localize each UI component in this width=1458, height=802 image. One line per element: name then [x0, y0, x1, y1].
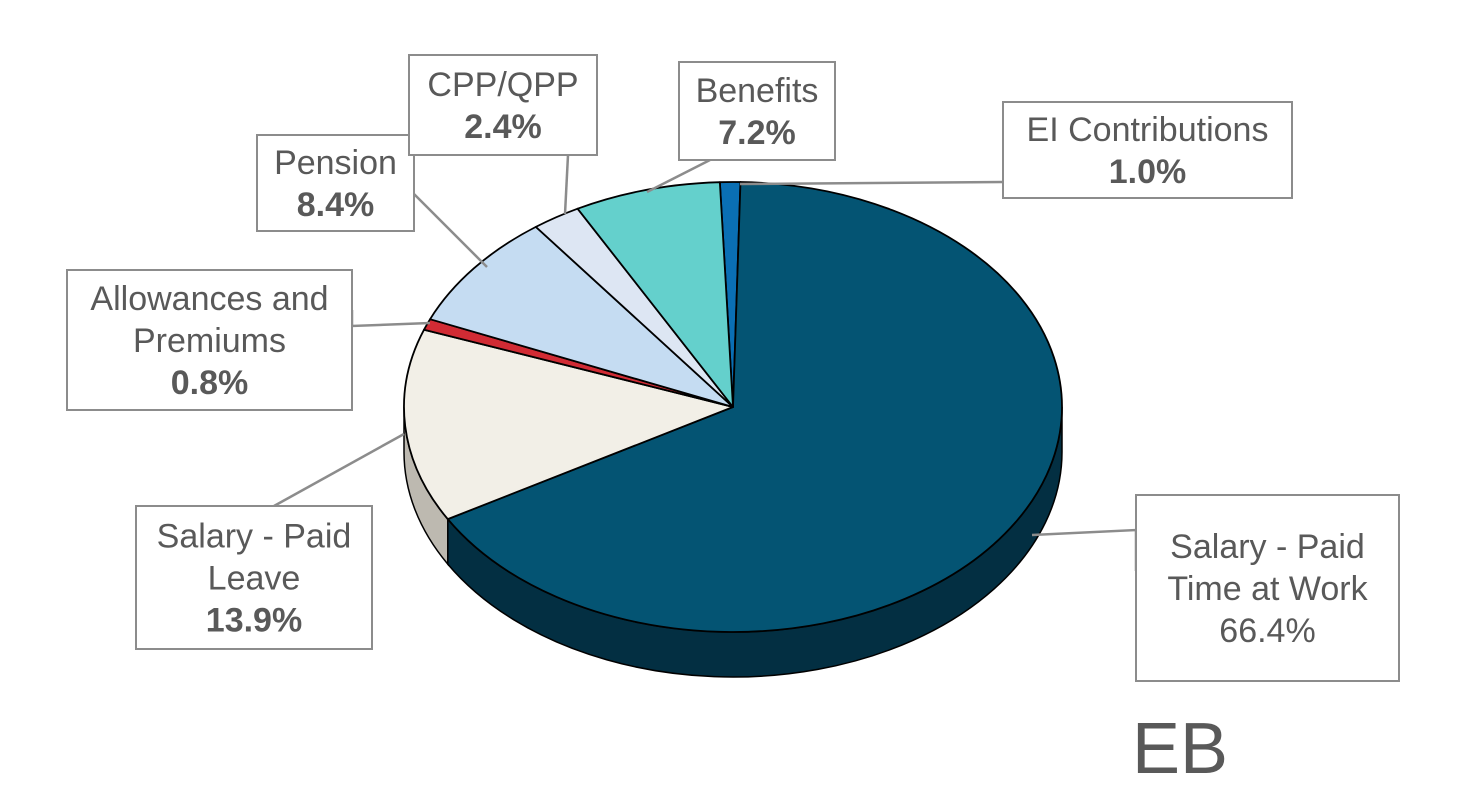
slice-label-salary-paid-leave-line-1: Salary - Paid	[157, 518, 352, 556]
slice-label-salary-paid-time-at-work-line-2: Time at Work	[1167, 570, 1368, 608]
data-label-salary-paid-time-at-work: Salary - Paid Time at Work 66.4%	[1135, 494, 1400, 682]
slice-label-allowances-and-premiums-line-1: Allowances and	[90, 280, 328, 318]
chart-tag: EB	[1132, 709, 1228, 789]
label-box-ei-contributions	[1002, 101, 1293, 199]
label-box-salary-paid-leave	[135, 505, 373, 650]
data-label-pension: Pension 8.4%	[256, 134, 415, 232]
slice-labels: EI Contributions 1.0% Salary - Paid Time at…	[66, 54, 1400, 682]
leader-line-benefits	[646, 158, 711, 194]
label-box-allowances-and-premiums	[66, 269, 353, 411]
slice-value-pension: 8.4%	[297, 186, 375, 224]
slice-label-pension: Pension	[274, 144, 397, 182]
leader-line-pension	[413, 193, 488, 268]
data-label-allowances-and-premiums: Allowances and Premiums 0.8%	[66, 269, 353, 411]
data-label-benefits: Benefits 7.2%	[678, 61, 836, 161]
leader-line-ei-contributions	[739, 180, 1004, 186]
slice-label-allowances-and-premiums-line-2: Premiums	[133, 322, 286, 360]
slice-label-salary-paid-time-at-work-line-1: Salary - Paid	[1170, 528, 1365, 566]
label-box-benefits	[678, 61, 836, 161]
label-box-salary-paid-time-at-work	[1135, 494, 1400, 682]
slice-value-salary-paid-leave: 13.9%	[206, 602, 302, 640]
slice-label-ei-contributions: EI Contributions	[1027, 111, 1269, 149]
data-label-salary-paid-leave: Salary - Paid Leave 13.9%	[135, 505, 373, 650]
slice-label-salary-paid-leave-line-2: Leave	[208, 560, 301, 598]
pie-top	[403, 181, 1063, 633]
slice-label-cpp-qpp: CPP/QPP	[427, 66, 578, 104]
leader-line-cpp-qpp	[563, 154, 570, 215]
label-box-pension	[256, 134, 415, 232]
slice-value-benefits: 7.2%	[718, 114, 796, 152]
slice-value-salary-paid-time-at-work: 66.4%	[1219, 612, 1315, 650]
leader-line-allowances-and-premiums	[350, 310, 431, 328]
slice-label-benefits: Benefits	[696, 72, 819, 110]
leader-line-salary-paid-leave	[273, 432, 405, 508]
slice-pension	[429, 225, 734, 408]
slice-value-allowances-and-premiums: 0.8%	[171, 364, 249, 402]
slice-value-ei-contributions: 1.0%	[1109, 153, 1187, 191]
slice-salary-paid-time-at-work	[446, 181, 1063, 633]
slice-value-cpp-qpp: 2.4%	[464, 108, 542, 146]
slice-salary-paid-leave	[403, 328, 734, 521]
label-box-cpp-qpp	[408, 54, 598, 156]
data-label-cpp-qpp: CPP/QPP 2.4%	[408, 54, 598, 156]
slice-benefits	[576, 181, 734, 408]
leader-lines	[273, 154, 1138, 571]
data-label-ei-contributions: EI Contributions 1.0%	[1002, 101, 1293, 199]
leader-line-salary-paid-time-at-work	[1031, 528, 1138, 571]
